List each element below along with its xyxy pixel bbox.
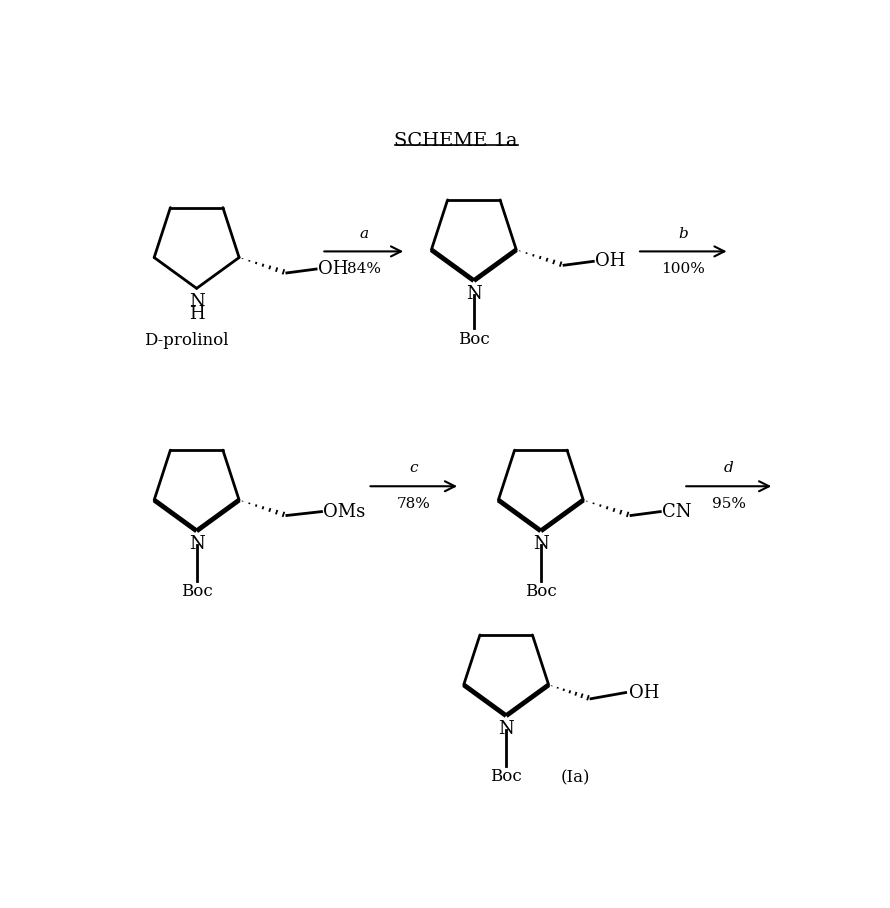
Text: D-prolinol: D-prolinol xyxy=(144,332,229,350)
Text: 78%: 78% xyxy=(397,497,431,511)
Text: Boc: Boc xyxy=(525,583,557,600)
Text: c: c xyxy=(409,461,418,476)
Text: 84%: 84% xyxy=(347,262,381,276)
Text: N: N xyxy=(498,719,514,737)
Text: OH: OH xyxy=(318,260,348,278)
Text: Boc: Boc xyxy=(458,331,490,348)
Text: N: N xyxy=(533,535,549,553)
Text: OMs: OMs xyxy=(323,503,365,520)
Text: a: a xyxy=(360,227,368,241)
Text: SCHEME 1a: SCHEME 1a xyxy=(394,132,518,150)
Text: b: b xyxy=(678,227,688,241)
Text: N: N xyxy=(189,293,205,311)
Text: (Ia): (Ia) xyxy=(561,770,590,786)
Text: Boc: Boc xyxy=(181,583,213,600)
Text: d: d xyxy=(724,461,733,476)
Text: CN: CN xyxy=(662,503,692,520)
Text: N: N xyxy=(466,284,481,302)
Text: Boc: Boc xyxy=(490,768,522,785)
Text: H: H xyxy=(189,305,205,323)
Text: OH: OH xyxy=(595,252,625,271)
Text: 100%: 100% xyxy=(661,262,705,276)
Text: N: N xyxy=(189,535,205,553)
Text: OH: OH xyxy=(628,684,659,702)
Text: 95%: 95% xyxy=(712,497,746,511)
